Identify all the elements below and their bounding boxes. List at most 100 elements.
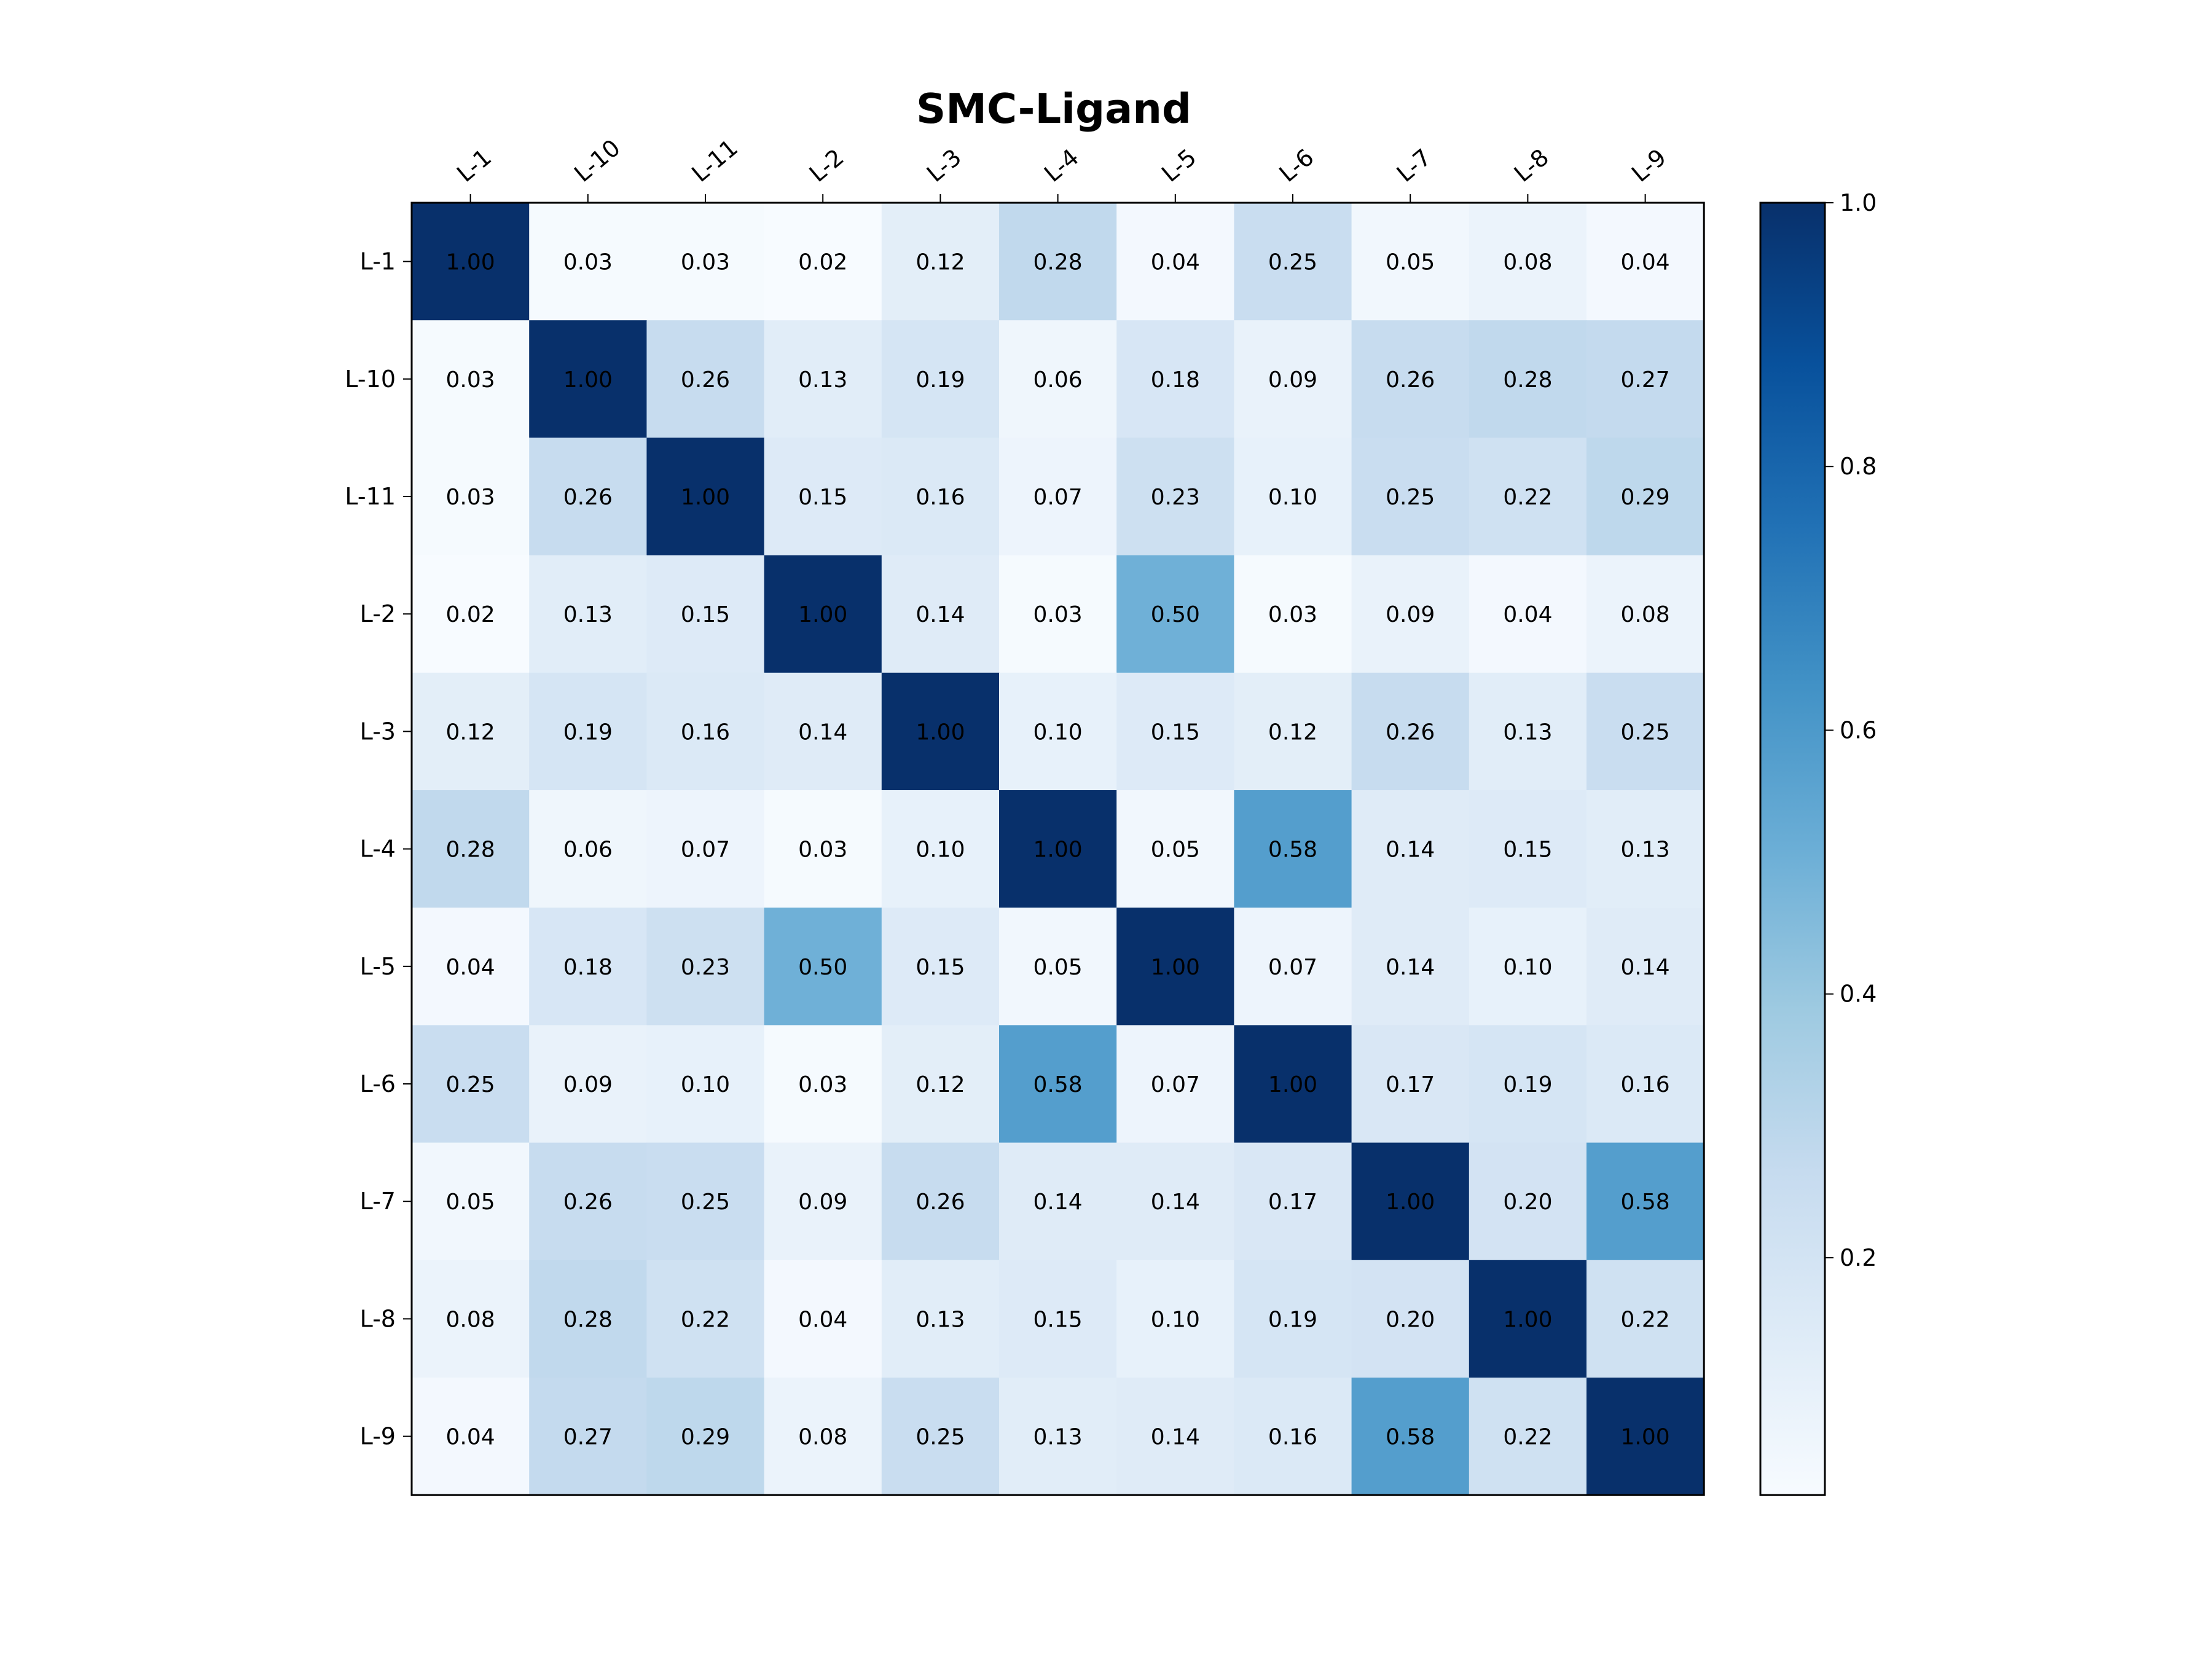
- cell-value-L-8-L-3: 0.13: [916, 1307, 965, 1332]
- x-tick-label-L-10: L-10: [569, 134, 626, 187]
- heatmap-cell-L-9-L-4: [999, 1378, 1117, 1496]
- heatmap-cell-L-4-L-5: [1116, 790, 1234, 908]
- heatmap-cell-L-2-L-7: [1351, 555, 1470, 673]
- y-tick-label-L-11: L-11: [345, 483, 396, 510]
- heatmap-cell-L-9-L-10: [529, 1378, 647, 1496]
- cell-value-L-9-L-2: 0.08: [798, 1425, 847, 1450]
- cell-value-L-9-L-5: 0.14: [1151, 1425, 1200, 1450]
- heatmap-cell-L-1-L-4: [999, 203, 1117, 321]
- cell-value-L-7-L-2: 0.09: [798, 1190, 847, 1215]
- cell-value-L-5-L-5: 1.00: [1151, 955, 1200, 980]
- cell-value-L-5-L-10: 0.18: [563, 955, 613, 980]
- cell-value-L-2-L-3: 0.14: [916, 602, 965, 627]
- cell-value-L-9-L-4: 0.13: [1033, 1425, 1083, 1450]
- cell-value-L-6-L-10: 0.09: [563, 1072, 613, 1097]
- y-axis-ticks: L-1 L-10 L-11 L-2 L-3 L-4 L-5 L-6 L-7 L-8 L-9: [345, 248, 412, 1450]
- cell-value-L-5-L-6: 0.07: [1268, 955, 1317, 980]
- cell-value-L-10-L-2: 0.13: [798, 367, 847, 393]
- heatmap-cell-L-9-L-11: [646, 1378, 765, 1496]
- cell-value-L-2-L-7: 0.09: [1386, 602, 1435, 627]
- cell-value-L-1-L-1: 1.00: [446, 250, 495, 275]
- heatmap-cell-L-8-L-11: [646, 1260, 765, 1378]
- heatmap-cell-L-5-L-1: [412, 908, 530, 1026]
- cell-value-L-1-L-2: 0.02: [798, 250, 847, 275]
- heatmap-cell-L-10-L-4: [999, 320, 1117, 438]
- cell-value-L-6-L-1: 0.25: [446, 1072, 495, 1097]
- cell-value-L-7-L-7: 1.00: [1386, 1190, 1435, 1215]
- heatmap-cell-L-4-L-2: [764, 790, 882, 908]
- colorbar: [1759, 202, 1826, 1496]
- cell-value-L-7-L-6: 0.17: [1268, 1190, 1317, 1215]
- cell-value-L-4-L-7: 0.14: [1386, 837, 1435, 863]
- heatmap-cell-L-5-L-11: [646, 908, 765, 1026]
- heatmap-cell-L-3-L-10: [529, 672, 647, 791]
- cell-value-L-4-L-6: 0.58: [1268, 837, 1317, 863]
- x-axis-ticks: L-1 L-10 L-11 L-2 L-3 L-4 L-5 L-6 L-7 L-8 L-9: [452, 134, 1671, 203]
- cell-value-L-10-L-5: 0.18: [1151, 367, 1200, 393]
- chart-title: SMC-Ligand: [916, 85, 1191, 133]
- cell-value-L-2-L-8: 0.04: [1503, 602, 1552, 627]
- cell-value-L-9-L-6: 0.16: [1268, 1425, 1317, 1450]
- cell-value-L-2-L-1: 0.02: [446, 602, 495, 627]
- cell-value-L-1-L-6: 0.25: [1268, 250, 1317, 275]
- heatmap-cell-L-10-L-8: [1469, 320, 1587, 438]
- cell-value-L-2-L-11: 0.15: [681, 602, 730, 627]
- cell-value-L-3-L-1: 0.12: [446, 720, 495, 745]
- colorbar-tick-label-0.2: 0.2: [1840, 1244, 1877, 1271]
- heatmap-cell-L-4-L-3: [881, 790, 1000, 908]
- x-tick-label-L-1: L-1: [452, 144, 496, 187]
- cell-value-L-6-L-2: 0.03: [798, 1072, 847, 1097]
- cell-value-L-8-L-9: 0.22: [1621, 1307, 1670, 1332]
- heatmap-cell-L-4-L-9: [1586, 790, 1704, 908]
- y-tick-label-L-3: L-3: [360, 718, 396, 745]
- cell-value-L-9-L-11: 0.29: [681, 1425, 730, 1450]
- heatmap-cell-L-3-L-8: [1469, 672, 1587, 791]
- cell-value-L-11-L-4: 0.07: [1033, 485, 1083, 510]
- cell-value-L-9-L-1: 0.04: [446, 1425, 495, 1450]
- cell-value-L-11-L-8: 0.22: [1503, 485, 1552, 510]
- cell-value-L-6-L-4: 0.58: [1033, 1072, 1083, 1097]
- heatmap-cell-L-7-L-7: [1351, 1142, 1470, 1261]
- heatmap-cell-L-8-L-4: [999, 1260, 1117, 1378]
- cell-value-L-4-L-4: 1.00: [1033, 837, 1083, 863]
- heatmap-cell-L-4-L-7: [1351, 790, 1470, 908]
- heatmap-cell-L-11-L-8: [1469, 437, 1587, 556]
- heatmap-cell-L-2-L-5: [1116, 555, 1234, 673]
- cell-value-L-3-L-3: 1.00: [916, 720, 965, 745]
- heatmap-cell-L-7-L-10: [529, 1142, 647, 1261]
- heatmap-cell-L-4-L-4: [999, 790, 1117, 908]
- cell-value-L-7-L-5: 0.14: [1151, 1190, 1200, 1215]
- heatmap-cell-L-5-L-6: [1234, 908, 1352, 1026]
- heatmap-cell-L-7-L-3: [881, 1142, 1000, 1261]
- y-tick-label-L-2: L-2: [360, 600, 396, 627]
- cell-value-L-11-L-5: 0.23: [1151, 485, 1200, 510]
- heatmap-cell-L-8-L-3: [881, 1260, 1000, 1378]
- heatmap-cell-L-3-L-5: [1116, 672, 1234, 791]
- heatmap-cell-L-4-L-1: [412, 790, 530, 908]
- heatmap-cell-L-9-L-6: [1234, 1378, 1352, 1496]
- heatmap-cell-L-3-L-9: [1586, 672, 1704, 791]
- y-tick-label-L-6: L-6: [360, 1070, 396, 1097]
- heatmap-cell-L-5-L-4: [999, 908, 1117, 1026]
- cell-value-L-2-L-4: 0.03: [1033, 602, 1083, 627]
- cell-value-L-10-L-9: 0.27: [1621, 367, 1670, 393]
- heatmap-cell-L-9-L-1: [412, 1378, 530, 1496]
- cell-value-L-11-L-11: 1.00: [681, 485, 730, 510]
- heatmap-cell-L-7-L-5: [1116, 1142, 1234, 1261]
- cell-value-L-4-L-8: 0.15: [1503, 837, 1552, 863]
- cell-value-L-3-L-6: 0.12: [1268, 720, 1317, 745]
- cell-value-L-9-L-8: 0.22: [1503, 1425, 1552, 1450]
- heatmap-cell-L-2-L-4: [999, 555, 1117, 673]
- heatmap-cell-L-5-L-9: [1586, 908, 1704, 1026]
- heatmap-cell-L-1-L-1: [412, 203, 530, 321]
- cell-value-L-9-L-10: 0.27: [563, 1425, 613, 1450]
- heatmap-cell-L-1-L-9: [1586, 203, 1704, 321]
- plot-frame: [410, 202, 1705, 1496]
- cell-value-L-5-L-8: 0.10: [1503, 955, 1552, 980]
- cell-value-L-5-L-11: 0.23: [681, 955, 730, 980]
- cell-value-L-5-L-2: 0.50: [798, 955, 847, 980]
- heatmap-cell-L-3-L-2: [764, 672, 882, 791]
- cell-value-L-6-L-11: 0.10: [681, 1072, 730, 1097]
- heatmap-cell-L-8-L-8: [1469, 1260, 1587, 1378]
- heatmap-cell-L-2-L-10: [529, 555, 647, 673]
